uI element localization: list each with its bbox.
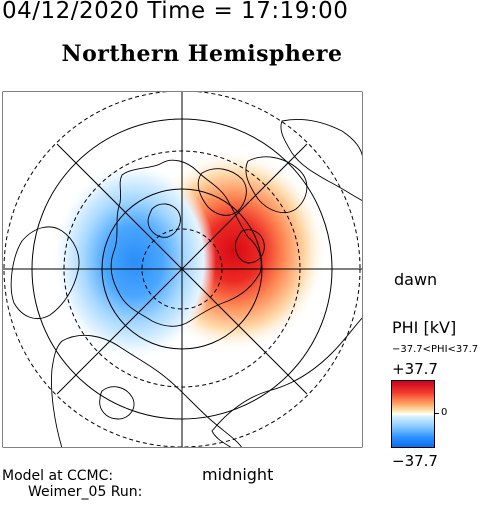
colorbar-range: −37.7<PHI<37.7: [392, 344, 479, 355]
colorbar-zero-label: 0: [441, 407, 448, 418]
colorbar: [391, 380, 435, 448]
polar-map-svg: [2, 91, 363, 448]
negative-potential-cell: [52, 161, 216, 361]
meridians: [2, 91, 363, 448]
dawn-label: dawn: [394, 270, 438, 289]
coastlines: [10, 119, 363, 448]
colorbar-min-label: −37.7: [392, 452, 438, 470]
polar-map: [2, 91, 363, 448]
map-title: Northern Hemisphere: [61, 41, 343, 67]
model-label: Model at CCMC:: [2, 468, 114, 484]
colorbar-max-label: +37.7: [392, 360, 438, 378]
colorbar-title: PHI [kV]: [392, 318, 457, 337]
colorbar-zero-tick: [435, 413, 439, 414]
run-label: Weimer_05 Run:: [28, 484, 143, 500]
midnight-label: midnight: [202, 465, 274, 484]
date-time-header: 04/12/2020 Time = 17:19:00: [2, 0, 349, 24]
